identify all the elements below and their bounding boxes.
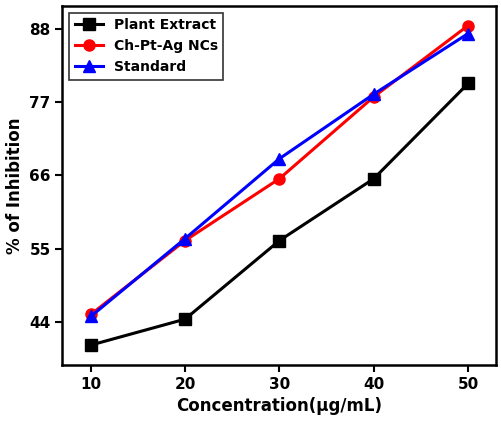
Standard	[182, 236, 188, 241]
Standard	[88, 314, 94, 319]
Ch-Pt-Ag NCs	[88, 312, 94, 317]
Ch-Pt-Ag NCs	[182, 238, 188, 243]
Line: Standard: Standard	[85, 28, 473, 322]
Standard	[276, 156, 282, 161]
Legend: Plant Extract, Ch-Pt-Ag NCs, Standard: Plant Extract, Ch-Pt-Ag NCs, Standard	[69, 13, 223, 80]
Line: Plant Extract: Plant Extract	[85, 78, 473, 351]
Plant Extract	[182, 317, 188, 322]
Standard	[370, 92, 376, 97]
Plant Extract	[276, 238, 282, 243]
Y-axis label: % of Inhibition: % of Inhibition	[6, 117, 24, 253]
Plant Extract	[370, 176, 376, 181]
Plant Extract	[88, 343, 94, 348]
Ch-Pt-Ag NCs	[464, 23, 470, 28]
Line: Ch-Pt-Ag NCs: Ch-Pt-Ag NCs	[85, 20, 473, 320]
Ch-Pt-Ag NCs	[276, 176, 282, 181]
Standard	[464, 31, 470, 36]
Plant Extract	[464, 81, 470, 86]
X-axis label: Concentration(μg/mL): Concentration(μg/mL)	[176, 397, 382, 416]
Ch-Pt-Ag NCs	[370, 94, 376, 99]
